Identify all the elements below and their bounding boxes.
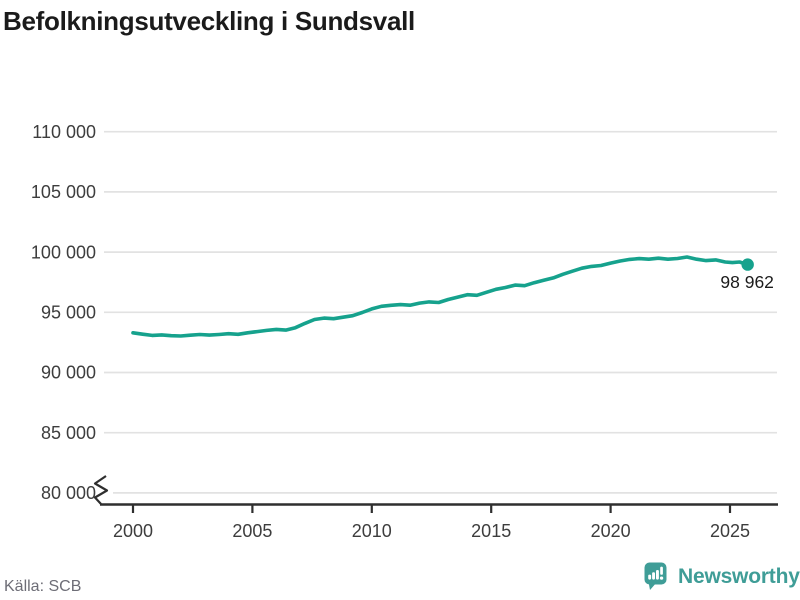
x-axis-tick-label: 2010: [352, 521, 392, 541]
source-attribution: Källa: SCB: [4, 578, 82, 595]
axis-break-icon: [93, 475, 109, 505]
newsworthy-logo-link[interactable]: Newsworthy: [644, 562, 800, 591]
newsworthy-logo-text: Newsworthy: [678, 564, 800, 588]
x-axis-tick-label: 2015: [471, 521, 511, 541]
population-line: [131, 255, 750, 338]
end-point-dot: [741, 258, 754, 271]
x-axis-tick-label: 2025: [710, 521, 750, 541]
y-axis-tick-label: 105 000: [31, 182, 96, 202]
x-axis-tick-label: 2000: [113, 521, 153, 541]
newsworthy-bubble-chart-icon: [644, 562, 667, 590]
x-axis-tick-label: 2005: [232, 521, 272, 541]
y-axis-tick-label: 100 000: [31, 242, 96, 262]
end-value-label: 98 962: [720, 272, 774, 292]
y-axis-tick-label: 110 000: [32, 122, 96, 142]
x-axis-tick-label: 2020: [591, 521, 631, 541]
y-axis-tick-label: 85 000: [41, 423, 96, 443]
chart-title: Befolkningsutveckling i Sundsvall: [3, 6, 415, 36]
y-axis-tick-label: 95 000: [41, 303, 96, 323]
y-axis-tick-label: 80 000: [41, 483, 96, 503]
y-axis-tick-label: 90 000: [41, 363, 96, 383]
